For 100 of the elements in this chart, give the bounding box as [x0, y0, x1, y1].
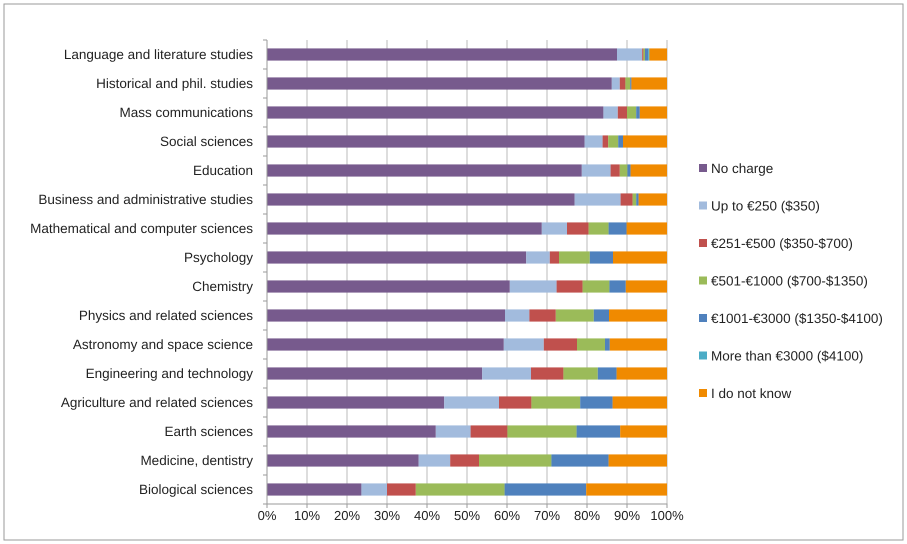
bar [267, 425, 436, 438]
bar [649, 48, 667, 61]
bar [610, 338, 667, 351]
bar [608, 135, 618, 148]
bar [267, 77, 612, 90]
legend-label: More than €3000 ($4100) [711, 348, 864, 364]
bar [640, 106, 667, 119]
bar [588, 222, 609, 235]
bar [582, 280, 610, 293]
bar [563, 367, 598, 380]
bar [636, 193, 639, 206]
bar [612, 396, 667, 409]
bar [361, 483, 387, 496]
bar [574, 193, 621, 206]
legend-label: I do not know [711, 386, 792, 401]
y-tick-label: Mathematical and computer sciences [30, 220, 254, 236]
y-tick-label: Chemistry [192, 278, 254, 294]
bar [267, 222, 542, 235]
y-tick-label: Social sciences [160, 134, 254, 149]
bar [531, 396, 580, 409]
bar [267, 48, 617, 61]
bar [612, 77, 620, 90]
bar [267, 106, 604, 119]
bar [470, 425, 508, 438]
bar [584, 135, 603, 148]
legend-label: €251-€500 ($350-$700) [711, 236, 853, 251]
bar [625, 77, 630, 90]
bar [436, 425, 471, 438]
x-tick-label: 60% [494, 508, 520, 524]
x-tick-label: 80% [574, 508, 600, 524]
x-tick-label: 90% [614, 508, 640, 524]
bar [507, 425, 577, 438]
x-tick-label: 50% [454, 508, 480, 524]
bar [618, 106, 627, 119]
bar [267, 483, 362, 496]
bar [620, 193, 633, 206]
bar [609, 309, 667, 322]
bar [582, 164, 611, 177]
y-tick-label: Biological sciences [138, 482, 254, 497]
bar [620, 425, 667, 438]
bar [544, 338, 577, 351]
x-tick-label: 100% [650, 508, 684, 524]
bar [577, 338, 605, 351]
y-tick-label: Astronomy and space science [72, 336, 253, 352]
bar [590, 251, 613, 264]
bar [526, 251, 550, 264]
bar [605, 338, 610, 351]
bar [608, 222, 627, 235]
bar [556, 309, 594, 322]
bar [598, 367, 617, 380]
bar [618, 135, 623, 148]
bar [586, 483, 667, 496]
y-tick-label: Historical and phil. studies [96, 76, 254, 91]
bar [531, 367, 564, 380]
bar [504, 483, 586, 496]
y-tick-label: Mass communications [119, 104, 254, 120]
x-tick-label: 10% [294, 508, 320, 524]
bar [416, 483, 505, 496]
bar [267, 280, 510, 293]
bar [620, 77, 626, 90]
bar [567, 222, 589, 235]
bar [626, 222, 667, 235]
bar [627, 164, 631, 177]
bar [551, 454, 609, 467]
bar [542, 222, 567, 235]
bar [267, 309, 505, 322]
bar [627, 106, 636, 119]
y-tick-label: Engineering and technology [86, 366, 254, 381]
bar [559, 251, 590, 264]
y-tick-label: Business and administrative studies [38, 192, 254, 207]
bar [479, 454, 552, 467]
bar [267, 396, 444, 409]
bar [636, 106, 640, 119]
y-tick-label: Education [192, 162, 253, 178]
x-tick-label: 40% [414, 508, 440, 524]
bar [418, 454, 450, 467]
y-tick-label: Agriculture and related sciences [60, 394, 254, 410]
x-tick-label: 0% [258, 508, 277, 524]
legend-label: Up to €250 ($350) [711, 198, 820, 214]
bar [609, 280, 626, 293]
bar [529, 309, 556, 322]
y-tick-label: Physics and related sciences [78, 308, 254, 323]
bar [603, 106, 618, 119]
x-tick-label: 20% [334, 508, 360, 524]
bar [610, 164, 620, 177]
bar [499, 396, 532, 409]
y-tick-label: Earth sciences [164, 424, 254, 439]
bar [504, 338, 544, 351]
bar [632, 193, 636, 206]
bar [267, 251, 526, 264]
bar [556, 280, 583, 293]
bar [267, 367, 482, 380]
bar [267, 193, 575, 206]
bar [626, 280, 667, 293]
legend-label: €1001-€3000 ($1350-$4100) [711, 311, 883, 326]
x-tick-label: 30% [374, 508, 400, 524]
bar [631, 77, 667, 90]
bar [387, 483, 416, 496]
bar [608, 454, 667, 467]
legend-label: No charge [711, 161, 774, 176]
